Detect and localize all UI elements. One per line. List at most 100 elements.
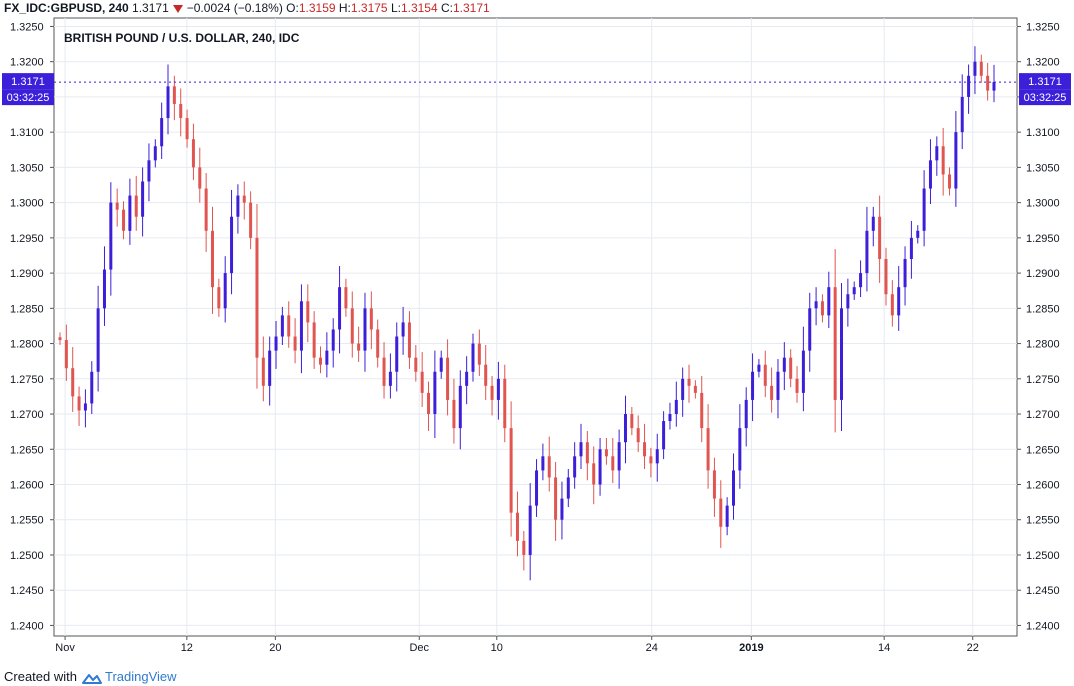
candle-body xyxy=(890,294,894,316)
left-price-axis: 1.2400 1.2450 1.2500 1.2550 1.2600 1.2650 1.27… xyxy=(10,21,54,632)
candle-body xyxy=(249,202,253,238)
right-price-axis[interactable]: 1.2400 1.2450 1.2500 1.2550 1.2600 1.2650 1.27… xyxy=(1017,21,1060,632)
candle-body xyxy=(967,75,971,97)
countdown-badge-right xyxy=(1019,89,1071,106)
candle-body xyxy=(884,258,888,295)
candle-body xyxy=(611,456,615,471)
candle-body xyxy=(395,336,399,372)
candle-body xyxy=(204,188,208,231)
y-tick-label-right: 1.2950 xyxy=(1026,233,1060,245)
x-tick-label: 20 xyxy=(269,642,281,654)
candle-body xyxy=(261,357,265,386)
candle-body xyxy=(731,470,735,506)
candle-body xyxy=(751,371,755,400)
candle-body xyxy=(941,146,945,175)
y-tick-label-right: 1.2850 xyxy=(1026,303,1060,315)
candle-body xyxy=(490,385,494,400)
candle-body xyxy=(299,301,303,351)
candle-body xyxy=(280,315,284,337)
y-tick-label-left: 1.3200 xyxy=(10,57,44,69)
candle-body xyxy=(414,357,418,372)
candle-body xyxy=(935,146,939,161)
candle-body xyxy=(763,364,767,386)
candle-body xyxy=(681,378,685,400)
candle-body xyxy=(128,195,132,231)
candle-body xyxy=(808,308,812,351)
candle-body xyxy=(700,392,704,429)
candle-body xyxy=(439,357,443,372)
candle-body xyxy=(827,287,831,316)
candle-body xyxy=(338,287,342,330)
candle-body xyxy=(948,174,952,189)
candle-body xyxy=(636,428,640,443)
candle-body xyxy=(90,371,94,404)
tradingview-logo-icon xyxy=(81,673,102,684)
candle-body xyxy=(96,308,100,372)
x-tick-label: 12 xyxy=(181,642,193,654)
time-axis[interactable]: Nov 12 20 Dec 10 24 2019 14 22 xyxy=(55,636,979,654)
y-tick-label-left: 1.2550 xyxy=(10,515,44,527)
candle-body xyxy=(433,371,437,415)
y-tick-label-left: 1.2500 xyxy=(10,550,44,562)
y-tick-label-left: 1.2750 xyxy=(10,374,44,386)
candle-body xyxy=(210,230,214,288)
candle-body xyxy=(859,273,863,288)
candle-body xyxy=(725,505,729,527)
candle-body xyxy=(871,216,875,231)
chart-header: FX_IDC:GBPUSD, 240 1.3171 −0.0024 (−0.18%… xyxy=(4,0,490,16)
y-tick-label-right: 1.2750 xyxy=(1026,374,1060,386)
candle-body xyxy=(795,378,799,393)
candle-body xyxy=(954,132,958,189)
tradingview-brand[interactable]: TradingView xyxy=(104,669,177,684)
candle-body xyxy=(719,498,723,527)
candle-body xyxy=(376,329,380,358)
candle-body xyxy=(909,237,913,259)
y-tick-label-left: 1.3000 xyxy=(10,198,44,210)
candle-body xyxy=(325,350,329,365)
candle-body xyxy=(134,195,138,217)
candle-body xyxy=(706,428,710,471)
candle-body xyxy=(115,202,119,210)
candle-body xyxy=(58,337,62,341)
candle-body xyxy=(535,470,539,506)
candle-body xyxy=(185,118,189,140)
open-label: O: xyxy=(286,1,299,15)
x-tick-label: 10 xyxy=(491,642,503,654)
candle-body xyxy=(522,540,526,555)
candle-body xyxy=(64,340,68,369)
candle-body xyxy=(579,442,583,457)
candle-body xyxy=(916,230,920,238)
candle-body xyxy=(509,428,513,513)
candle-body xyxy=(979,61,983,76)
candle-body xyxy=(528,505,532,555)
candle-body xyxy=(83,403,87,411)
candle-body xyxy=(407,322,411,358)
candle-body xyxy=(840,308,844,400)
candle-body xyxy=(973,61,977,76)
candle-body xyxy=(833,287,837,400)
candle-body xyxy=(217,287,221,309)
close-value: 1.3171 xyxy=(453,1,490,15)
candle-body xyxy=(566,477,570,499)
candle-body xyxy=(344,287,348,309)
candle-body xyxy=(350,308,354,344)
candle-body xyxy=(878,216,882,259)
candle-body xyxy=(770,385,774,400)
candle-body xyxy=(928,160,932,189)
candle-body xyxy=(388,371,392,386)
candlestick-chart[interactable]: 1.2400 1.2450 1.2500 1.2550 1.2600 1.2650 1.27… xyxy=(0,0,1074,668)
candle-body xyxy=(547,456,551,478)
candle-body xyxy=(293,336,297,351)
candle-body xyxy=(503,378,507,429)
candle-body xyxy=(776,371,780,400)
down-triangle-icon xyxy=(172,4,183,13)
candle-body xyxy=(560,498,564,520)
candle-body xyxy=(255,237,259,358)
y-tick-label-left: 1.3100 xyxy=(10,127,44,139)
x-tick-label: 2019 xyxy=(739,642,763,654)
candle-body xyxy=(172,86,176,104)
candle-body xyxy=(960,96,964,133)
x-tick-label: 22 xyxy=(967,642,979,654)
candle-body xyxy=(820,301,824,316)
y-tick-label-right: 1.3000 xyxy=(1026,198,1060,210)
